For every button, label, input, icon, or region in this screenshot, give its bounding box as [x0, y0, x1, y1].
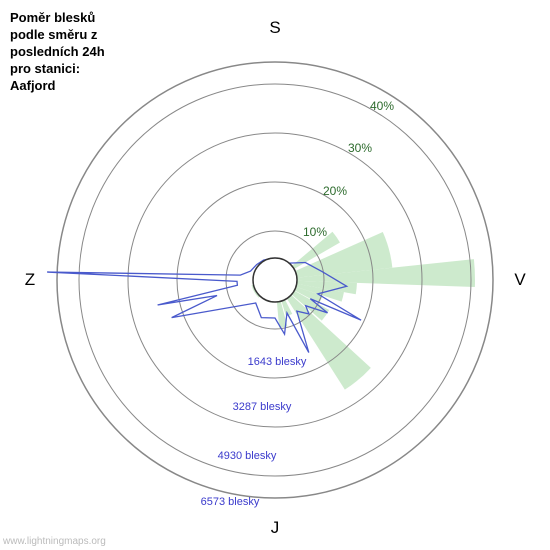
compass-label: Z	[25, 270, 35, 289]
percent-label: 30%	[348, 141, 372, 155]
percent-label: 20%	[323, 184, 347, 198]
chart-title: Poměr blesků podle směru z posledních 24…	[10, 10, 105, 94]
compass-label: S	[269, 18, 280, 37]
percent-label: 40%	[370, 99, 394, 113]
center-circle	[253, 258, 297, 302]
watermark: www.lightningmaps.org	[3, 536, 106, 547]
compass-label: V	[514, 270, 526, 289]
blesky-label: 1643 blesky	[248, 356, 307, 368]
blesky-label: 6573 blesky	[201, 496, 260, 508]
blesky-label: 4930 blesky	[218, 450, 277, 462]
compass-label: J	[271, 518, 280, 537]
blesky-label: 3287 blesky	[233, 401, 292, 413]
percent-label: 10%	[303, 225, 327, 239]
